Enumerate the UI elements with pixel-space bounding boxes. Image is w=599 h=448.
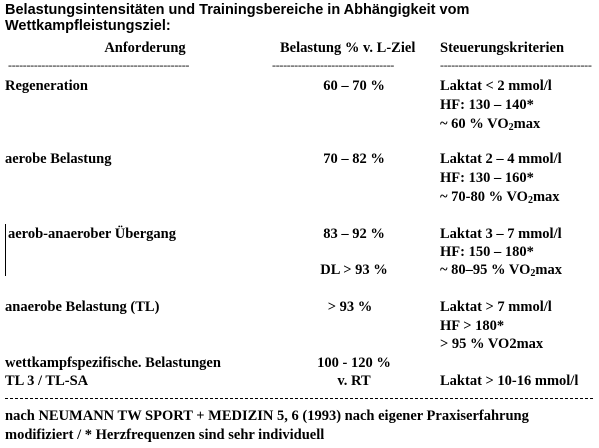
row-anaerob-label: anaerobe Belastung (TL): [5, 299, 160, 315]
header-underline-1: ----------------------------------------…: [8, 58, 190, 72]
row-wettkampf-belastung-2: v. RT: [337, 373, 371, 389]
row-wettkampf-label: wettkampfspezifische. Belastungen: [5, 355, 221, 371]
header-belastung: Belastung % v. L-Ziel: [280, 40, 416, 56]
row-wettkampf-label-2: TL 3 / TL-SA: [5, 373, 89, 389]
row-wettkampf-belastung: 100 - 120 %: [317, 355, 391, 371]
row-uebergang-belastung-dl: DL > 93 %: [320, 262, 388, 278]
row-aerob-krit-2: HF: 130 – 160*: [440, 170, 534, 186]
row-anaerob-krit-2: HF > 180*: [440, 318, 505, 334]
row-anaerob-krit-3: > 95 % VO2max: [440, 336, 544, 352]
header-underline-3: ----------------------------------------…: [440, 58, 592, 72]
row-regeneration-krit-2: HF: 130 – 140*: [440, 97, 534, 113]
footer-source-line-1: nach NEUMANN TW SPORT + MEDIZIN 5, 6 (19…: [5, 408, 529, 424]
row-anaerob-belastung: > 93 %: [327, 299, 373, 315]
row-aerob-krit-1: Laktat 2 – 4 mmol/l: [440, 151, 562, 167]
row-uebergang-margin-bar: [5, 224, 6, 276]
row-uebergang-krit-2: HF: 150 – 180*: [440, 244, 534, 260]
header-underline-2: ---------------------------------: [272, 58, 394, 72]
header-anforderung: Anforderung: [104, 40, 186, 56]
row-aerob-krit-3: ~ 70-80 % VO2max: [440, 189, 560, 206]
row-regeneration-krit-1: Laktat < 2 mmol/l: [440, 78, 552, 94]
row-uebergang-krit-3: ~ 80–95 % VO2max: [440, 262, 562, 279]
title-line-1: Belastungsintensitäten und Trainingsbere…: [5, 2, 470, 18]
footer-divider: [5, 398, 593, 399]
row-anaerob-krit-1: Laktat > 7 mmol/l: [440, 299, 552, 315]
row-regeneration-belastung: 60 – 70 %: [323, 78, 385, 94]
row-aerob-belastung: 70 – 82 %: [323, 151, 385, 167]
row-regeneration-label: Regeneration: [5, 78, 88, 94]
document-title: Belastungsintensitäten und Trainingsbere…: [5, 2, 595, 34]
row-uebergang-krit-1: Laktat 3 – 7 mmol/l: [440, 226, 562, 242]
header-steuerung: Steuerungskriterien: [440, 40, 565, 56]
row-wettkampf-krit-1: Laktat > 10-16 mmol/l: [440, 373, 579, 389]
row-aerob-label: aerobe Belastung: [5, 151, 112, 167]
row-uebergang-label: aerob-anaerober Übergang: [8, 226, 176, 242]
footer-source-line-2: modifiziert / * Herzfrequenzen sind sehr…: [5, 427, 325, 443]
row-uebergang-belastung: 83 – 92 %: [323, 226, 385, 242]
row-regeneration-krit-3: ~ 60 % VO2max: [440, 116, 541, 133]
title-line-2: Wettkampfleistungsziel:: [5, 18, 171, 34]
